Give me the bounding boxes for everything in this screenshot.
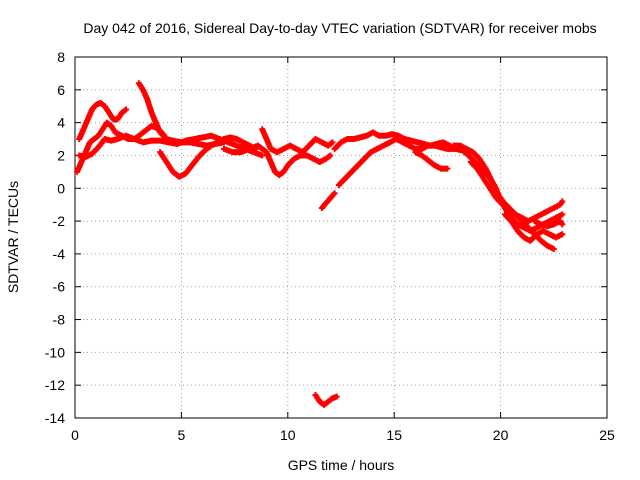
sat-track-16 <box>531 218 566 230</box>
x-tick-label: 20 <box>493 427 509 443</box>
y-tick-label: 0 <box>57 180 65 196</box>
x-tick-label: 5 <box>178 427 186 443</box>
data-point <box>444 165 451 172</box>
chart-title: Day 042 of 2016, Sidereal Day-to-day VTE… <box>83 20 596 36</box>
sat-track-1 <box>74 119 168 175</box>
data-point <box>259 152 266 159</box>
data-point <box>123 106 130 113</box>
sat-track-12 <box>412 149 451 172</box>
grid-lines <box>74 56 608 419</box>
y-tick-label: -10 <box>45 344 65 360</box>
data-point <box>559 211 566 218</box>
sat-track-13 <box>450 142 566 234</box>
y-tick-label: -6 <box>53 279 66 295</box>
plot-frame <box>74 56 608 419</box>
sat-track-5 <box>157 134 259 180</box>
y-tick-label: 4 <box>57 115 65 131</box>
y-tick-label: -12 <box>45 377 65 393</box>
y-tick-label: 6 <box>57 82 65 98</box>
y-tick-label: -2 <box>53 213 66 229</box>
x-tick-label: 0 <box>71 427 79 443</box>
sat-track-7 <box>259 126 336 156</box>
sat-track-9 <box>312 392 340 408</box>
y-axis-label: SDTVAR / TECUs <box>5 181 21 293</box>
data-point <box>333 393 340 400</box>
data-point <box>559 198 566 205</box>
x-tick-labels: 0 5 10 15 20 25 <box>71 427 615 443</box>
data-point <box>550 245 557 252</box>
y-tick-label: -8 <box>53 312 66 328</box>
sat-track-6 <box>220 142 334 179</box>
sat-track-2 <box>76 99 130 143</box>
data-point <box>327 152 334 159</box>
y-tick-label: -4 <box>53 246 66 262</box>
y-tick-label: -14 <box>45 410 65 426</box>
sat-track-8 <box>318 190 338 211</box>
sat-track-14 <box>467 159 566 225</box>
x-tick-label: 25 <box>599 427 615 443</box>
data-point <box>559 221 566 228</box>
sat-track-4 <box>135 80 227 149</box>
y-tick-label: 2 <box>57 147 65 163</box>
data-point <box>329 139 336 146</box>
data-point <box>331 190 338 197</box>
x-tick-label: 15 <box>386 427 402 443</box>
x-tick-label: 10 <box>280 427 296 443</box>
x-axis-label: GPS time / hours <box>288 457 395 473</box>
data-points <box>74 80 566 408</box>
y-tick-label: 8 <box>57 49 65 65</box>
y-tick-labels: -14 -12 -10 -8 -6 -4 -2 0 2 4 6 8 <box>45 49 65 426</box>
sat-track-15 <box>501 211 566 244</box>
data-point <box>559 231 566 238</box>
